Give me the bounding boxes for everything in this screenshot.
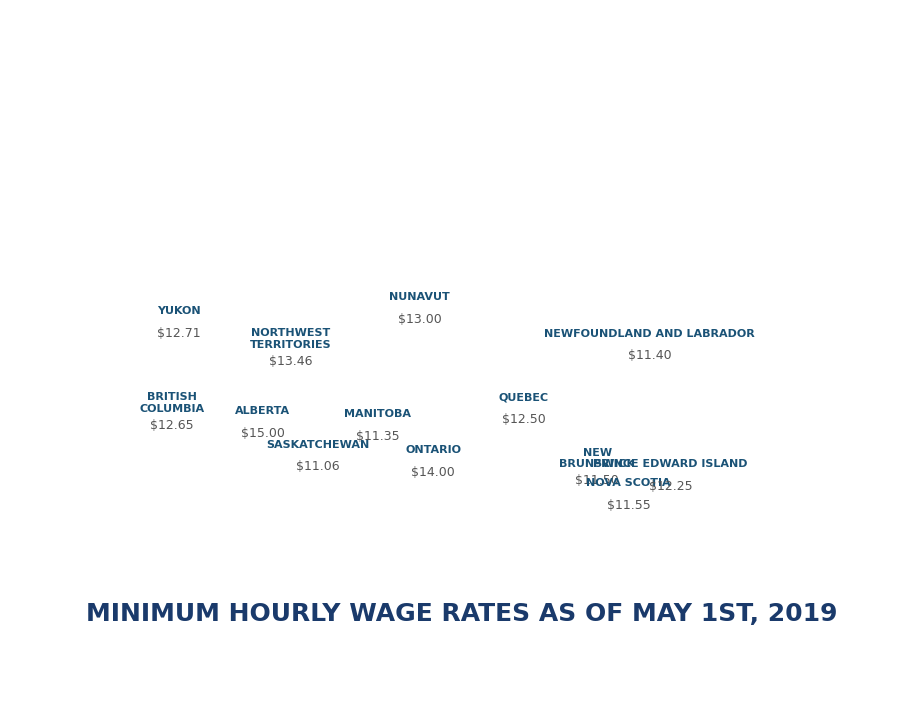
Text: MINIMUM HOURLY WAGE RATES AS OF MAY 1ST, 2019: MINIMUM HOURLY WAGE RATES AS OF MAY 1ST,… [86,602,837,626]
Text: NORTHWEST
TERRITORIES: NORTHWEST TERRITORIES [249,328,331,350]
Text: $11.35: $11.35 [356,430,400,443]
Text: MANITOBA: MANITOBA [344,409,411,419]
Text: $11.55: $11.55 [607,499,651,512]
Text: NOVA SCOTIA: NOVA SCOTIA [586,479,671,488]
Text: PRINCE EDWARD ISLAND: PRINCE EDWARD ISLAND [593,459,748,469]
Text: NEW
BRUNSWICK: NEW BRUNSWICK [559,448,635,469]
Text: ALBERTA: ALBERTA [235,407,290,416]
Text: $15.00: $15.00 [240,427,284,440]
Text: BRITISH
COLUMBIA: BRITISH COLUMBIA [140,392,204,414]
Text: $11.06: $11.06 [296,460,340,473]
Text: NEWFOUNDLAND AND LABRADOR: NEWFOUNDLAND AND LABRADOR [544,329,755,339]
Text: $14.00: $14.00 [411,466,455,479]
Text: ONTARIO: ONTARIO [405,445,462,455]
Text: NUNAVUT: NUNAVUT [389,293,450,303]
Text: $12.65: $12.65 [150,419,194,432]
Text: $11.50: $11.50 [575,474,619,487]
Text: SASKATCHEWAN: SASKATCHEWAN [266,440,370,450]
Text: $12.71: $12.71 [157,327,201,340]
Text: $11.40: $11.40 [628,349,671,362]
Text: $13.00: $13.00 [398,313,441,326]
Text: $12.25: $12.25 [649,479,692,492]
Text: YUKON: YUKON [157,306,201,317]
Text: $13.46: $13.46 [268,355,312,368]
Text: $12.50: $12.50 [502,413,546,426]
Text: QUEBEC: QUEBEC [499,392,549,402]
